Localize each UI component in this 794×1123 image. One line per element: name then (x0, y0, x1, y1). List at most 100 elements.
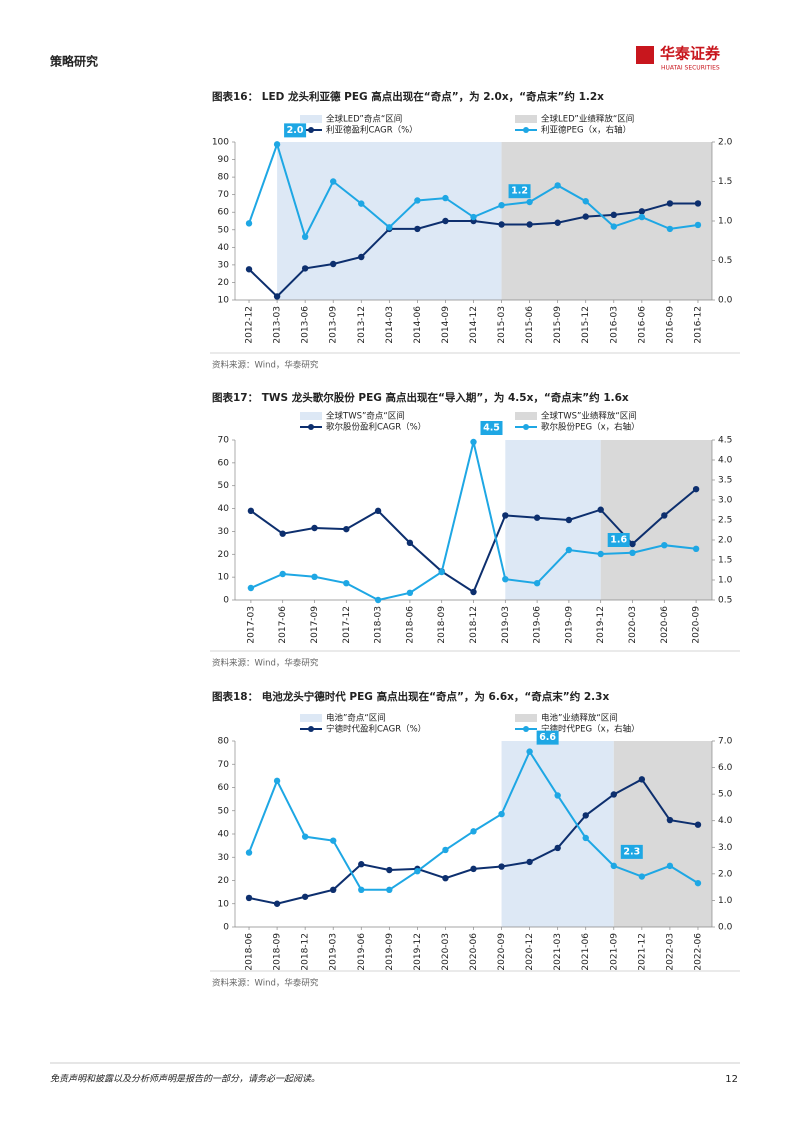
y-tick-label: 60 (218, 783, 230, 793)
series-marker (358, 886, 365, 893)
legend-swatch (515, 115, 537, 123)
series-marker (343, 525, 350, 533)
series-marker (470, 865, 477, 873)
logo-en: HUATAI SECURITIES (661, 65, 720, 72)
legend-label: 利亚德PEG（x，右轴） (541, 125, 631, 136)
y-tick-label: 70 (218, 760, 230, 770)
y-tick-label: 90 (218, 155, 230, 165)
y2-tick-label: 0.5 (718, 596, 732, 606)
y2-tick-label: 3.0 (718, 843, 733, 853)
series-marker (533, 580, 541, 587)
series-marker (279, 530, 286, 537)
y2-tick-label: 1.5 (718, 177, 732, 187)
legend-marker (308, 424, 314, 430)
series-marker (638, 213, 646, 221)
series-marker (533, 514, 541, 521)
legend-marker (523, 127, 529, 133)
x-tick-label: 2019-03 (501, 606, 511, 644)
series-marker (502, 512, 509, 519)
y2-tick-label: 7.0 (718, 737, 733, 747)
series-marker (279, 570, 286, 578)
y2-tick-label: 0.0 (718, 923, 733, 933)
series-marker (245, 894, 253, 902)
series-marker (442, 874, 449, 882)
series-marker (694, 200, 702, 207)
series-marker (374, 596, 382, 604)
series-marker (666, 225, 674, 233)
x-tick-label: 2018-03 (374, 606, 384, 644)
x-tick-label: 2020-03 (628, 606, 638, 644)
series-marker (692, 545, 700, 552)
y2-tick-label: 5.0 (718, 790, 733, 800)
source: 资料来源：Wind，华泰研究 (212, 978, 319, 989)
series-marker (374, 507, 382, 515)
series-marker (610, 862, 617, 870)
y-tick-label: 40 (218, 243, 230, 253)
disclaimer: 免责声明和披露以及分析师声明是报告的一部分，请务必一起阅读。 (50, 1074, 320, 1085)
y-tick-label: 40 (218, 830, 230, 840)
series-marker (301, 893, 309, 900)
x-tick-label: 2019-06 (533, 606, 543, 644)
y2-tick-label: 2.0 (718, 536, 733, 546)
x-tick-label: 2017-03 (246, 606, 256, 644)
series-marker (526, 221, 533, 228)
series-marker (526, 198, 533, 206)
series-marker (330, 886, 337, 893)
legend-label: 歌尔股份盈利CAGR（%） (326, 422, 426, 433)
series-marker (247, 584, 255, 592)
x-tick-label: 2015-06 (525, 306, 535, 344)
series-marker (442, 217, 449, 225)
x-tick-label: 2018-09 (273, 933, 283, 971)
series-marker (301, 265, 309, 272)
series-marker (565, 516, 573, 524)
x-tick-label: 2013-03 (273, 306, 283, 344)
x-tick-label: 2020-09 (497, 933, 507, 971)
value-label-box (620, 844, 643, 859)
y-tick-label: 40 (218, 504, 230, 514)
series-marker (694, 821, 702, 828)
phase-band (505, 440, 601, 600)
x-tick-label: 2017-12 (342, 606, 352, 644)
series-marker (629, 540, 636, 548)
x-tick-label: 2019-12 (413, 933, 423, 971)
series-marker (273, 141, 281, 148)
series-marker (470, 213, 477, 221)
series-marker (311, 573, 318, 580)
x-tick-label: 2016-09 (665, 306, 675, 344)
x-tick-label: 2014-12 (469, 306, 479, 344)
legend-swatch (300, 412, 322, 420)
y-tick-label: 10 (218, 296, 230, 306)
y-tick-label: 10 (218, 573, 230, 583)
x-tick-label: 2014-06 (413, 306, 423, 344)
series-marker (273, 900, 281, 907)
series-marker (610, 211, 617, 219)
y2-tick-label: 1.5 (718, 556, 732, 566)
x-tick-label: 2016-03 (609, 306, 619, 344)
value-label: 2.3 (623, 846, 640, 857)
value-label: 1.6 (610, 535, 627, 546)
series-marker (301, 833, 309, 840)
series-marker (311, 524, 318, 532)
figure-title: 图表17： TWS 龙头歌尔股份 PEG 高点出现在“导入期”，为 4.5x，“… (212, 391, 629, 404)
legend-swatch (515, 714, 537, 722)
value-label-box (508, 184, 531, 199)
y-tick-label: 50 (218, 225, 230, 235)
legend-swatch (515, 412, 537, 420)
phase-band (501, 741, 614, 927)
series-marker (358, 200, 365, 207)
y2-tick-label: 4.0 (718, 456, 733, 466)
x-tick-label: 2019-03 (329, 933, 339, 971)
legend-label: 歌尔股份PEG（x，右轴） (541, 422, 640, 433)
x-tick-label: 2016-12 (693, 306, 703, 344)
y-tick-label: 0 (223, 923, 229, 933)
legend-label: 全球TWS”奇点“区间 (326, 411, 405, 422)
series-marker (414, 197, 421, 204)
x-tick-label: 2018-12 (469, 606, 479, 644)
series-marker (343, 580, 350, 587)
series-marker (470, 588, 477, 596)
y2-tick-label: 6.0 (718, 763, 733, 773)
legend-marker (523, 726, 529, 732)
series-marker (498, 221, 505, 228)
series-marker (358, 861, 365, 868)
